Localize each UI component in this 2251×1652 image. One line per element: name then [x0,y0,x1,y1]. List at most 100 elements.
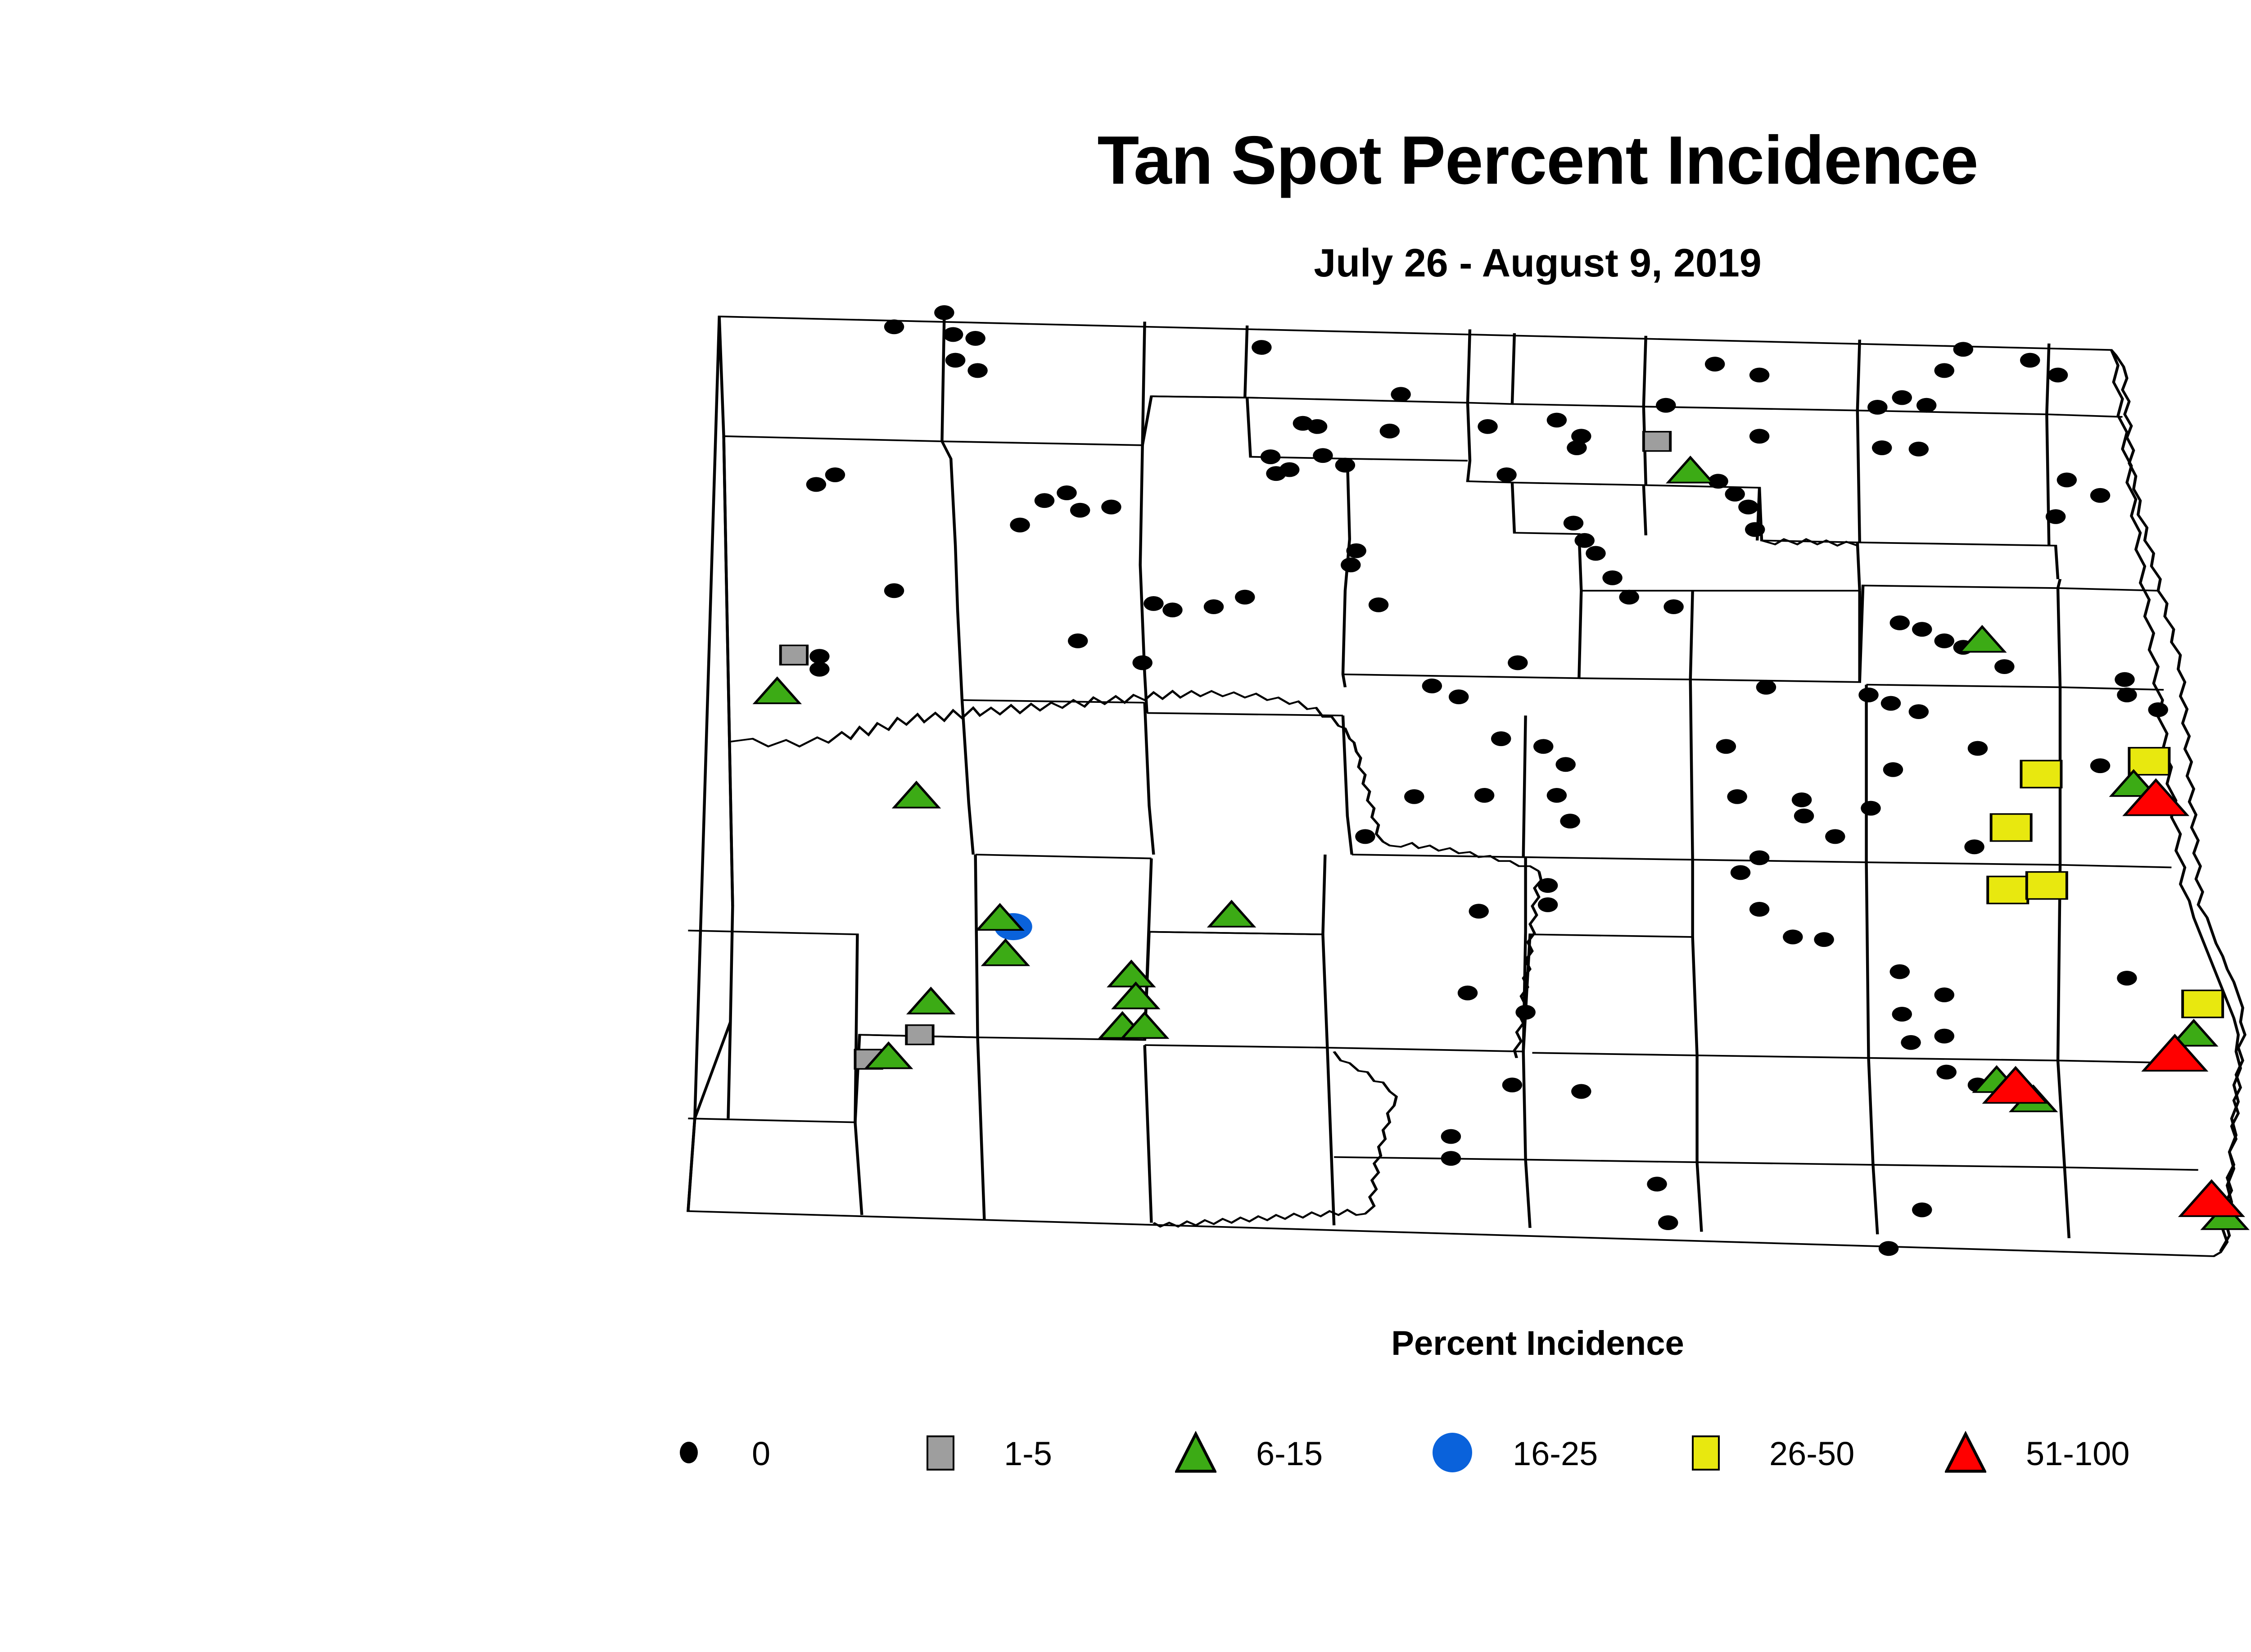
map-marker-dot[interactable] [1560,814,1580,829]
map-marker-dot[interactable] [1749,367,1770,383]
map-marker-dot[interactable] [1457,985,1478,1000]
map-marker-dot[interactable] [1067,633,1088,648]
map-marker-triangle[interactable] [1957,625,2007,653]
map-marker-dot[interactable] [1441,1151,1461,1166]
map-marker-dot[interactable] [1422,678,1442,693]
map-marker-square[interactable] [1642,431,1672,452]
map-marker-dot[interactable] [1756,679,1776,695]
map-marker-dot[interactable] [1934,363,1954,378]
map-marker-dot[interactable] [809,661,830,677]
map-marker-dot[interactable] [967,363,988,378]
map-marker-dot[interactable] [1889,964,1910,979]
map-marker-dot[interactable] [1794,808,1814,824]
map-marker-dot[interactable] [1658,1215,1678,1231]
map-marker-dot[interactable] [1563,516,1584,531]
map-marker-dot[interactable] [1934,1028,1954,1044]
map-marker-square[interactable] [2181,989,2224,1018]
map-marker-dot[interactable] [1586,546,1606,561]
map-marker-dot[interactable] [1619,589,1639,605]
map-marker-dot[interactable] [2148,702,2168,717]
map-marker-dot[interactable] [1878,1241,1899,1256]
map-marker-triangle[interactable] [1666,455,1715,484]
map-marker-triangle[interactable] [906,987,956,1014]
map-marker-triangle[interactable] [891,780,941,809]
map-marker-dot[interactable] [1738,499,1758,515]
map-marker-dot[interactable] [1279,462,1300,477]
map-marker-dot[interactable] [1953,342,1974,357]
map-marker-dot[interactable] [2057,472,2077,488]
map-marker-dot[interactable] [1727,789,1747,804]
map-marker-dot[interactable] [1892,390,1912,405]
map-marker-dot[interactable] [2020,353,2040,368]
map-marker-dot[interactable] [1496,467,1517,482]
map-marker-dot[interactable] [1934,633,1954,648]
map-marker-dot[interactable] [1203,599,1224,615]
map-marker-dot[interactable] [1508,655,1528,670]
map-marker-dot[interactable] [1162,602,1183,618]
map-marker-square[interactable] [1989,813,2033,842]
map-marker-square[interactable] [779,644,809,665]
map-marker-dot[interactable] [1341,557,1361,573]
map-marker-dot[interactable] [1574,533,1595,548]
map-marker-dot[interactable] [1867,400,1888,415]
map-marker-dot[interactable] [1448,689,1469,705]
map-marker-dot[interactable] [1647,1177,1667,1192]
map-marker-dot[interactable] [1936,1064,1957,1080]
map-marker-dot[interactable] [1546,788,1567,803]
map-marker-triangle[interactable] [1120,1011,1170,1039]
map-marker-dot[interactable] [1132,655,1153,670]
map-marker-square[interactable] [1986,875,2030,905]
map-marker-dot[interactable] [806,477,827,492]
map-marker-dot[interactable] [1656,398,1676,413]
map-marker-dot[interactable] [1716,739,1736,754]
map-marker-dot[interactable] [1555,757,1576,772]
map-marker-dot[interactable] [1994,659,2015,674]
map-marker-dot[interactable] [1663,599,1684,615]
map-marker-triangle[interactable] [1982,1066,2049,1104]
map-marker-dot[interactable] [1825,829,1845,844]
map-marker-dot[interactable] [1502,1077,1523,1093]
map-marker-dot[interactable] [1515,1005,1536,1020]
map-marker-dot[interactable] [1934,987,1954,1003]
map-marker-dot[interactable] [1814,932,1834,947]
map-marker-dot[interactable] [1368,597,1389,612]
map-marker-triangle[interactable] [2169,1018,2219,1047]
map-marker-dot[interactable] [1916,398,1937,413]
map-marker-dot[interactable] [1725,486,1745,502]
map-marker-dot[interactable] [1252,340,1272,355]
map-marker-dot[interactable] [1307,419,1328,434]
data-markers-layer[interactable] [621,288,2251,1292]
map-marker-triangle[interactable] [2109,769,2158,797]
north-dakota-map[interactable] [621,288,2251,1292]
map-marker-triangle[interactable] [2122,778,2190,816]
map-marker-dot[interactable] [1533,739,1554,754]
map-marker-triangle[interactable] [2178,1179,2245,1217]
map-marker-dot[interactable] [2045,509,2066,524]
map-marker-square[interactable] [2128,747,2171,776]
map-marker-dot[interactable] [825,467,845,482]
map-marker-dot[interactable] [1783,929,1803,945]
map-marker-dot[interactable] [1478,419,1498,434]
map-marker-dot[interactable] [1057,485,1077,501]
map-marker-dot[interactable] [1537,897,1558,912]
map-marker-dot[interactable] [1571,1084,1591,1099]
map-marker-dot[interactable] [1749,429,1770,444]
map-marker-dot[interactable] [1749,850,1770,865]
map-marker-dot[interactable] [1908,704,1929,720]
map-marker-dot[interactable] [1379,423,1400,439]
map-marker-dot[interactable] [1567,440,1587,455]
map-marker-dot[interactable] [1889,615,1910,630]
map-marker-dot[interactable] [2117,970,2137,986]
map-marker-dot[interactable] [1880,696,1901,711]
map-marker-triangle[interactable] [752,676,802,704]
map-marker-dot[interactable] [1546,412,1567,428]
map-marker-dot[interactable] [1346,543,1366,558]
map-marker-dot[interactable] [1745,522,1765,537]
map-marker-dot[interactable] [1791,792,1812,807]
map-marker-triangle[interactable] [1111,981,1161,1009]
map-marker-dot[interactable] [1730,865,1751,880]
map-marker-triangle[interactable] [981,938,1031,966]
map-marker-dot[interactable] [934,305,954,320]
map-marker-dot[interactable] [1010,517,1030,533]
map-marker-triangle[interactable] [1207,900,1257,928]
